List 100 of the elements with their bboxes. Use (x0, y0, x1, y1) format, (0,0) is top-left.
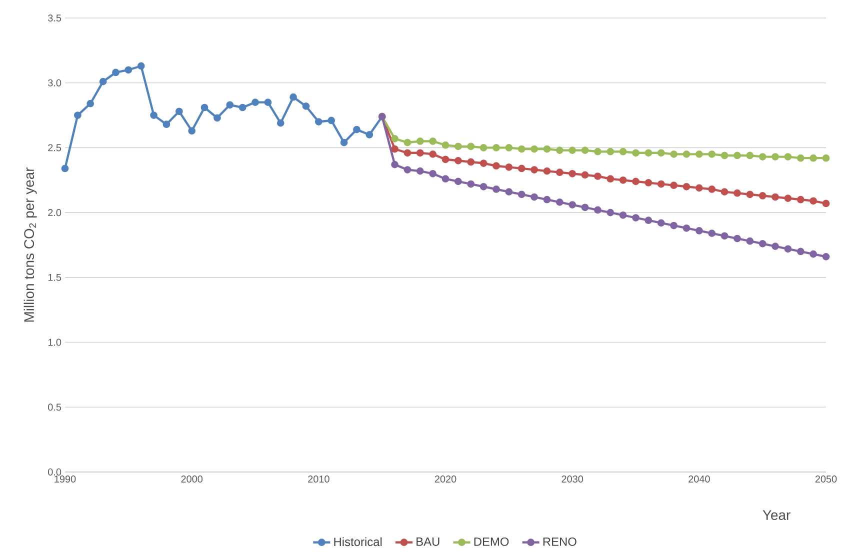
point (632, 149, 640, 157)
point (252, 98, 259, 106)
point (657, 180, 665, 188)
point (556, 198, 564, 206)
point (61, 164, 69, 172)
point (429, 150, 437, 158)
point (480, 160, 488, 167)
point (784, 153, 792, 160)
point (619, 148, 627, 156)
point (518, 164, 526, 172)
point (594, 206, 602, 214)
point (276, 119, 284, 127)
point (518, 145, 526, 153)
point (480, 182, 488, 190)
point (695, 150, 703, 158)
point (366, 131, 374, 138)
point (314, 118, 322, 126)
x-tick-label: 2050 (815, 476, 837, 483)
point (200, 104, 208, 112)
point (214, 114, 221, 122)
point (670, 150, 678, 158)
point (556, 168, 564, 176)
point (226, 101, 234, 109)
point (328, 116, 336, 124)
point (302, 102, 310, 110)
point (505, 144, 513, 152)
point (518, 190, 526, 198)
point (429, 138, 437, 145)
point (162, 120, 170, 128)
point (543, 167, 551, 175)
point (644, 149, 652, 157)
point (619, 176, 627, 184)
x-tick-label: 2030 (562, 476, 584, 483)
x-tick-label: 2020 (434, 476, 456, 483)
point (746, 190, 754, 198)
point (734, 189, 741, 197)
legend-label: RENO (543, 537, 576, 546)
point (175, 108, 183, 116)
point (492, 186, 500, 193)
point (632, 214, 640, 222)
point (682, 182, 690, 190)
point (416, 167, 424, 175)
point (290, 93, 297, 101)
y-tick-label: 3.5 (48, 14, 62, 22)
point (238, 104, 246, 112)
point (708, 150, 716, 158)
point (581, 146, 589, 154)
point (784, 245, 792, 253)
point (682, 224, 690, 232)
point (720, 232, 728, 240)
point (137, 62, 145, 70)
point (150, 112, 158, 119)
legend-label: Historical (334, 537, 382, 546)
point (124, 66, 132, 74)
point (657, 219, 665, 227)
point (416, 138, 424, 145)
y-axis-title: Million tons CO$_{2}$ per year (24, 167, 37, 322)
point (772, 153, 779, 160)
point (796, 248, 804, 256)
x-tick-label: 2040 (688, 476, 710, 483)
point (543, 196, 551, 204)
point (746, 152, 754, 160)
point (543, 145, 551, 153)
point (492, 144, 500, 152)
point (404, 138, 412, 146)
point (670, 222, 678, 230)
point (416, 149, 424, 157)
x-tick-label: 1990 (54, 476, 76, 483)
point (568, 170, 576, 178)
point (391, 145, 398, 153)
point (429, 170, 437, 178)
point (695, 227, 703, 234)
point (480, 144, 488, 152)
point (708, 186, 716, 193)
point (530, 166, 538, 174)
point (772, 242, 779, 250)
point (720, 188, 728, 196)
point (822, 154, 830, 162)
point (670, 182, 678, 190)
point (112, 68, 120, 76)
y-tick-label: 2.5 (48, 144, 62, 152)
point (758, 153, 766, 160)
point (734, 152, 741, 160)
x-tick-label: 2010 (308, 476, 330, 483)
point (530, 193, 538, 201)
y-tick-label: 0.0 (48, 468, 62, 476)
y-tick-label: 0.5 (48, 404, 62, 411)
point (492, 162, 500, 170)
point (644, 216, 652, 224)
point (682, 150, 690, 158)
point (99, 78, 107, 86)
point (796, 154, 804, 162)
point (454, 157, 462, 164)
point (530, 145, 538, 153)
x-axis-title: Year (762, 510, 790, 520)
point (442, 175, 450, 183)
point (188, 127, 196, 135)
point (632, 178, 640, 186)
point (644, 179, 652, 186)
point (695, 184, 703, 192)
